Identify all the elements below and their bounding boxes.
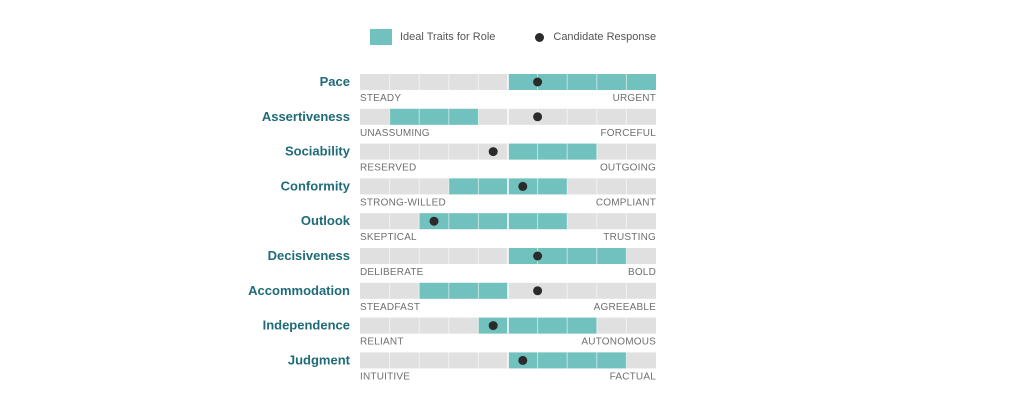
legend-ideal-label: Ideal Traits for Role bbox=[400, 31, 496, 43]
low-pole-label: RELIANT bbox=[360, 337, 404, 348]
trait-label: Independence bbox=[263, 318, 350, 333]
low-pole-label: STEADFAST bbox=[360, 302, 420, 313]
trait-row-decisiveness: Decisiveness DELIBERATE BOLD bbox=[268, 248, 656, 278]
ideal-range-bar bbox=[508, 74, 656, 90]
trait-label: Assertiveness bbox=[262, 109, 350, 124]
candidate-marker bbox=[533, 77, 543, 87]
candidate-marker bbox=[518, 181, 528, 191]
high-pole-label: URGENT bbox=[613, 93, 656, 104]
legend-ideal-swatch bbox=[370, 29, 392, 45]
candidate-marker bbox=[533, 112, 543, 122]
ideal-range-bar bbox=[419, 213, 568, 230]
high-pole-label: AUTONOMOUS bbox=[581, 337, 656, 348]
trait-row-sociability: Sociability RESERVED OUTGOING bbox=[285, 143, 656, 174]
trait-row-conformity: Conformity STRONG-WILLED COMPLIANT bbox=[281, 178, 656, 208]
high-pole-label: COMPLIANT bbox=[596, 197, 656, 208]
trait-label: Decisiveness bbox=[268, 248, 350, 263]
candidate-marker bbox=[488, 321, 498, 331]
trait-label: Outlook bbox=[301, 213, 351, 228]
candidate-marker bbox=[533, 286, 543, 296]
trait-label: Conformity bbox=[281, 178, 351, 193]
high-pole-label: FACTUAL bbox=[610, 371, 657, 382]
low-pole-label: UNASSUMING bbox=[360, 128, 430, 139]
legend-candidate-label: Candidate Response bbox=[553, 31, 657, 43]
low-pole-label: RESERVED bbox=[360, 163, 416, 174]
trait-row-judgment: Judgment INTUITIVE FACTUAL bbox=[288, 352, 656, 382]
trait-row-outlook: Outlook SKEPTICAL TRUSTING bbox=[301, 213, 656, 243]
low-pole-label: DELIBERATE bbox=[360, 267, 424, 278]
trait-row-pace: Pace STEADY URGENT bbox=[320, 74, 656, 104]
trait-label: Pace bbox=[320, 74, 350, 89]
low-pole-label: SKEPTICAL bbox=[360, 232, 417, 243]
ideal-range-bar bbox=[508, 143, 597, 160]
trait-label: Judgment bbox=[288, 352, 351, 367]
trait-row-accommodation: Accommodation STEADFAST AGREEABLE bbox=[248, 282, 657, 313]
high-pole-label: OUTGOING bbox=[600, 163, 656, 174]
trait-label: Accommodation bbox=[248, 283, 350, 298]
ideal-range-bar bbox=[389, 108, 479, 125]
trait-row-independence: Independence RELIANT AUTONOMOUS bbox=[263, 317, 656, 348]
high-pole-label: TRUSTING bbox=[603, 232, 656, 243]
candidate-marker bbox=[488, 147, 498, 157]
candidate-marker bbox=[518, 355, 528, 365]
chart-legend: Ideal Traits for Role Candidate Response bbox=[370, 29, 656, 45]
trait-row-assertiveness: Assertiveness UNASSUMING FORCEFUL bbox=[262, 108, 657, 139]
high-pole-label: FORCEFUL bbox=[601, 128, 657, 139]
low-pole-label: STEADY bbox=[360, 93, 401, 104]
high-pole-label: AGREEABLE bbox=[594, 302, 657, 313]
legend-candidate-marker bbox=[535, 32, 545, 42]
candidate-marker bbox=[429, 216, 439, 226]
candidate-marker bbox=[533, 251, 543, 261]
low-pole-label: INTUITIVE bbox=[360, 371, 410, 382]
high-pole-label: BOLD bbox=[628, 267, 656, 278]
ideal-range-bar bbox=[419, 282, 508, 299]
low-pole-label: STRONG-WILLED bbox=[360, 197, 446, 208]
trait-label: Sociability bbox=[285, 144, 351, 159]
